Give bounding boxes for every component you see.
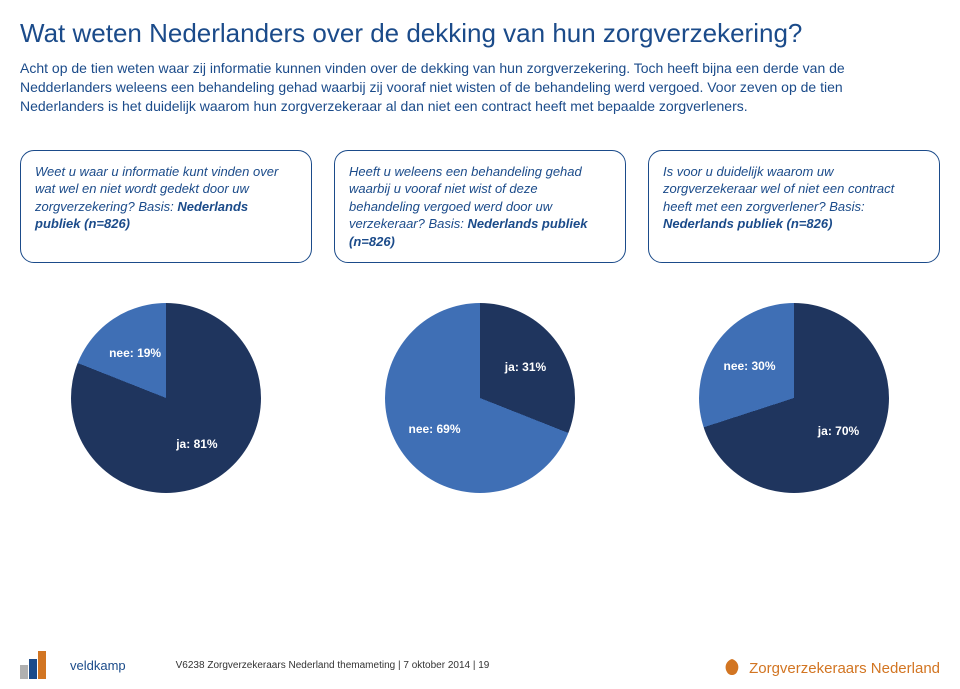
footer-meta-text: V6238 Zorgverzekeraars Nederland themame… (176, 660, 490, 671)
page-footer: veldkamp V6238 Zorgverzekeraars Nederlan… (0, 651, 960, 679)
page-title: Wat weten Nederlanders over de dekking v… (0, 0, 960, 59)
veldkamp-logo-text: veldkamp (70, 658, 126, 673)
intro-paragraph: Acht op de tien weten waar zij informati… (0, 59, 920, 116)
question-basis: Nederlands publiek (n=826) (663, 216, 832, 231)
pie-slice-label: ja: 81% (176, 437, 217, 451)
question-box-3: Is voor u duidelijk waarom uw zorgverzek… (648, 150, 940, 264)
pie-slice-label: nee: 30% (723, 359, 775, 373)
veldkamp-logo-icon (20, 651, 60, 679)
footer-right-logo: Zorgverzekeraars Nederland (721, 657, 940, 679)
pie-chart-2: ja: 31% nee: 69% (334, 303, 626, 493)
question-row: Weet u waar u informatie kunt vinden ove… (0, 116, 960, 264)
charts-row: ja: 81% nee: 19% ja: 31% nee: 69% ja: 70% n… (0, 263, 960, 493)
zn-logo-icon (721, 657, 743, 679)
pie-slice-label: ja: 70% (818, 424, 859, 438)
pie-chart-3: ja: 70% nee: 30% (648, 303, 940, 493)
question-box-2: Heeft u weleens een behandeling gehad wa… (334, 150, 626, 264)
footer-left: veldkamp V6238 Zorgverzekeraars Nederlan… (20, 651, 489, 679)
pie-chart-1: ja: 81% nee: 19% (20, 303, 312, 493)
question-text: Is voor u duidelijk waarom uw zorgverzek… (663, 164, 894, 214)
question-box-1: Weet u waar u informatie kunt vinden ove… (20, 150, 312, 264)
pie-slice-label: ja: 31% (505, 360, 546, 374)
pie-slice-label: nee: 69% (408, 422, 460, 436)
pie-slice-label: nee: 19% (109, 346, 161, 360)
zn-logo-text: Zorgverzekeraars Nederland (749, 660, 940, 677)
